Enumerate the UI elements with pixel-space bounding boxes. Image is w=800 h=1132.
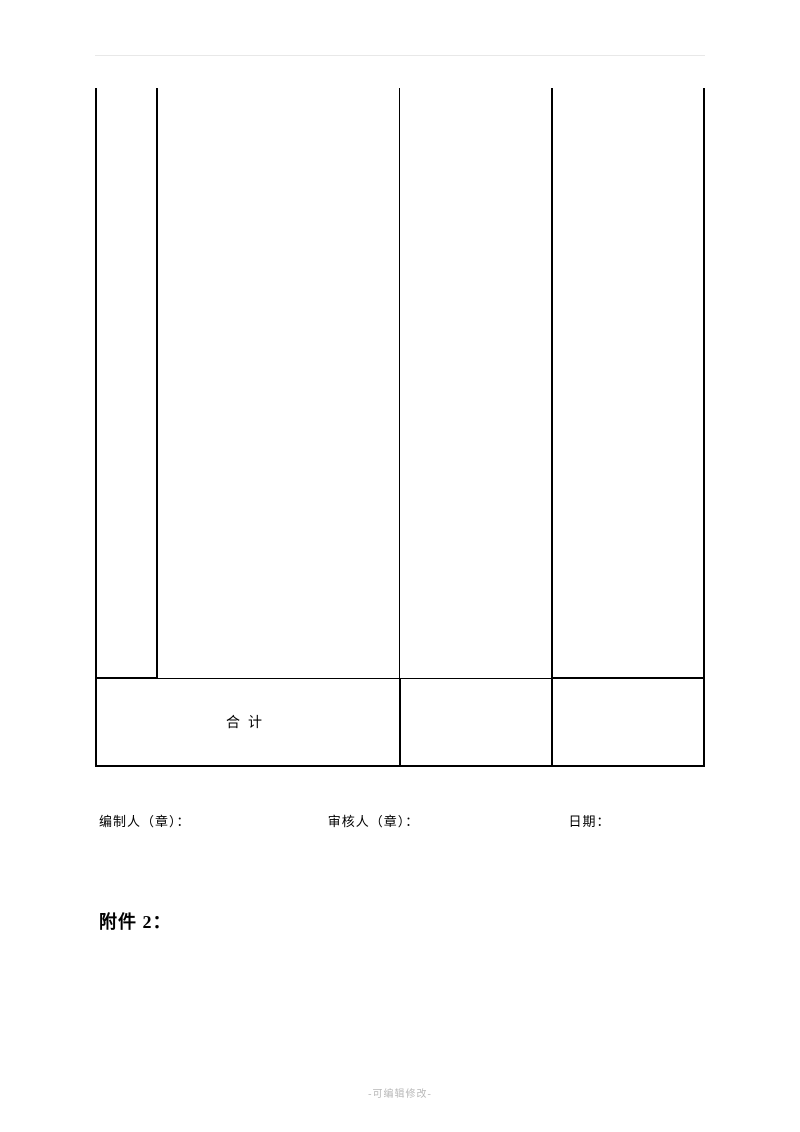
page-container: 合计 编制人（章）： 审核人（章）： 日期： 附件 2： -可编辑修改- [0, 0, 800, 1132]
top-rule [95, 55, 705, 56]
appendix-heading: 附件 2： [95, 908, 705, 934]
table-cell [96, 88, 157, 678]
table-total-row: 合计 [96, 678, 704, 766]
footer-text: -可编辑修改- [0, 1085, 800, 1100]
date-label: 日期： [569, 811, 701, 830]
reviewer-label: 审核人（章）： [328, 811, 569, 830]
total-label: 合计 [226, 716, 270, 731]
signature-line: 编制人（章）： 审核人（章）： 日期： [95, 811, 705, 830]
preparer-label: 编制人（章）： [99, 811, 328, 830]
table-body-row [96, 88, 704, 678]
table-wrapper: 合计 [95, 88, 705, 767]
total-label-cell: 合计 [96, 678, 400, 766]
table-cell [552, 88, 704, 678]
total-value-cell-1 [400, 678, 552, 766]
table-cell [157, 88, 400, 678]
table-cell [400, 88, 552, 678]
total-value-cell-2 [552, 678, 704, 766]
document-table: 合计 [95, 88, 705, 767]
